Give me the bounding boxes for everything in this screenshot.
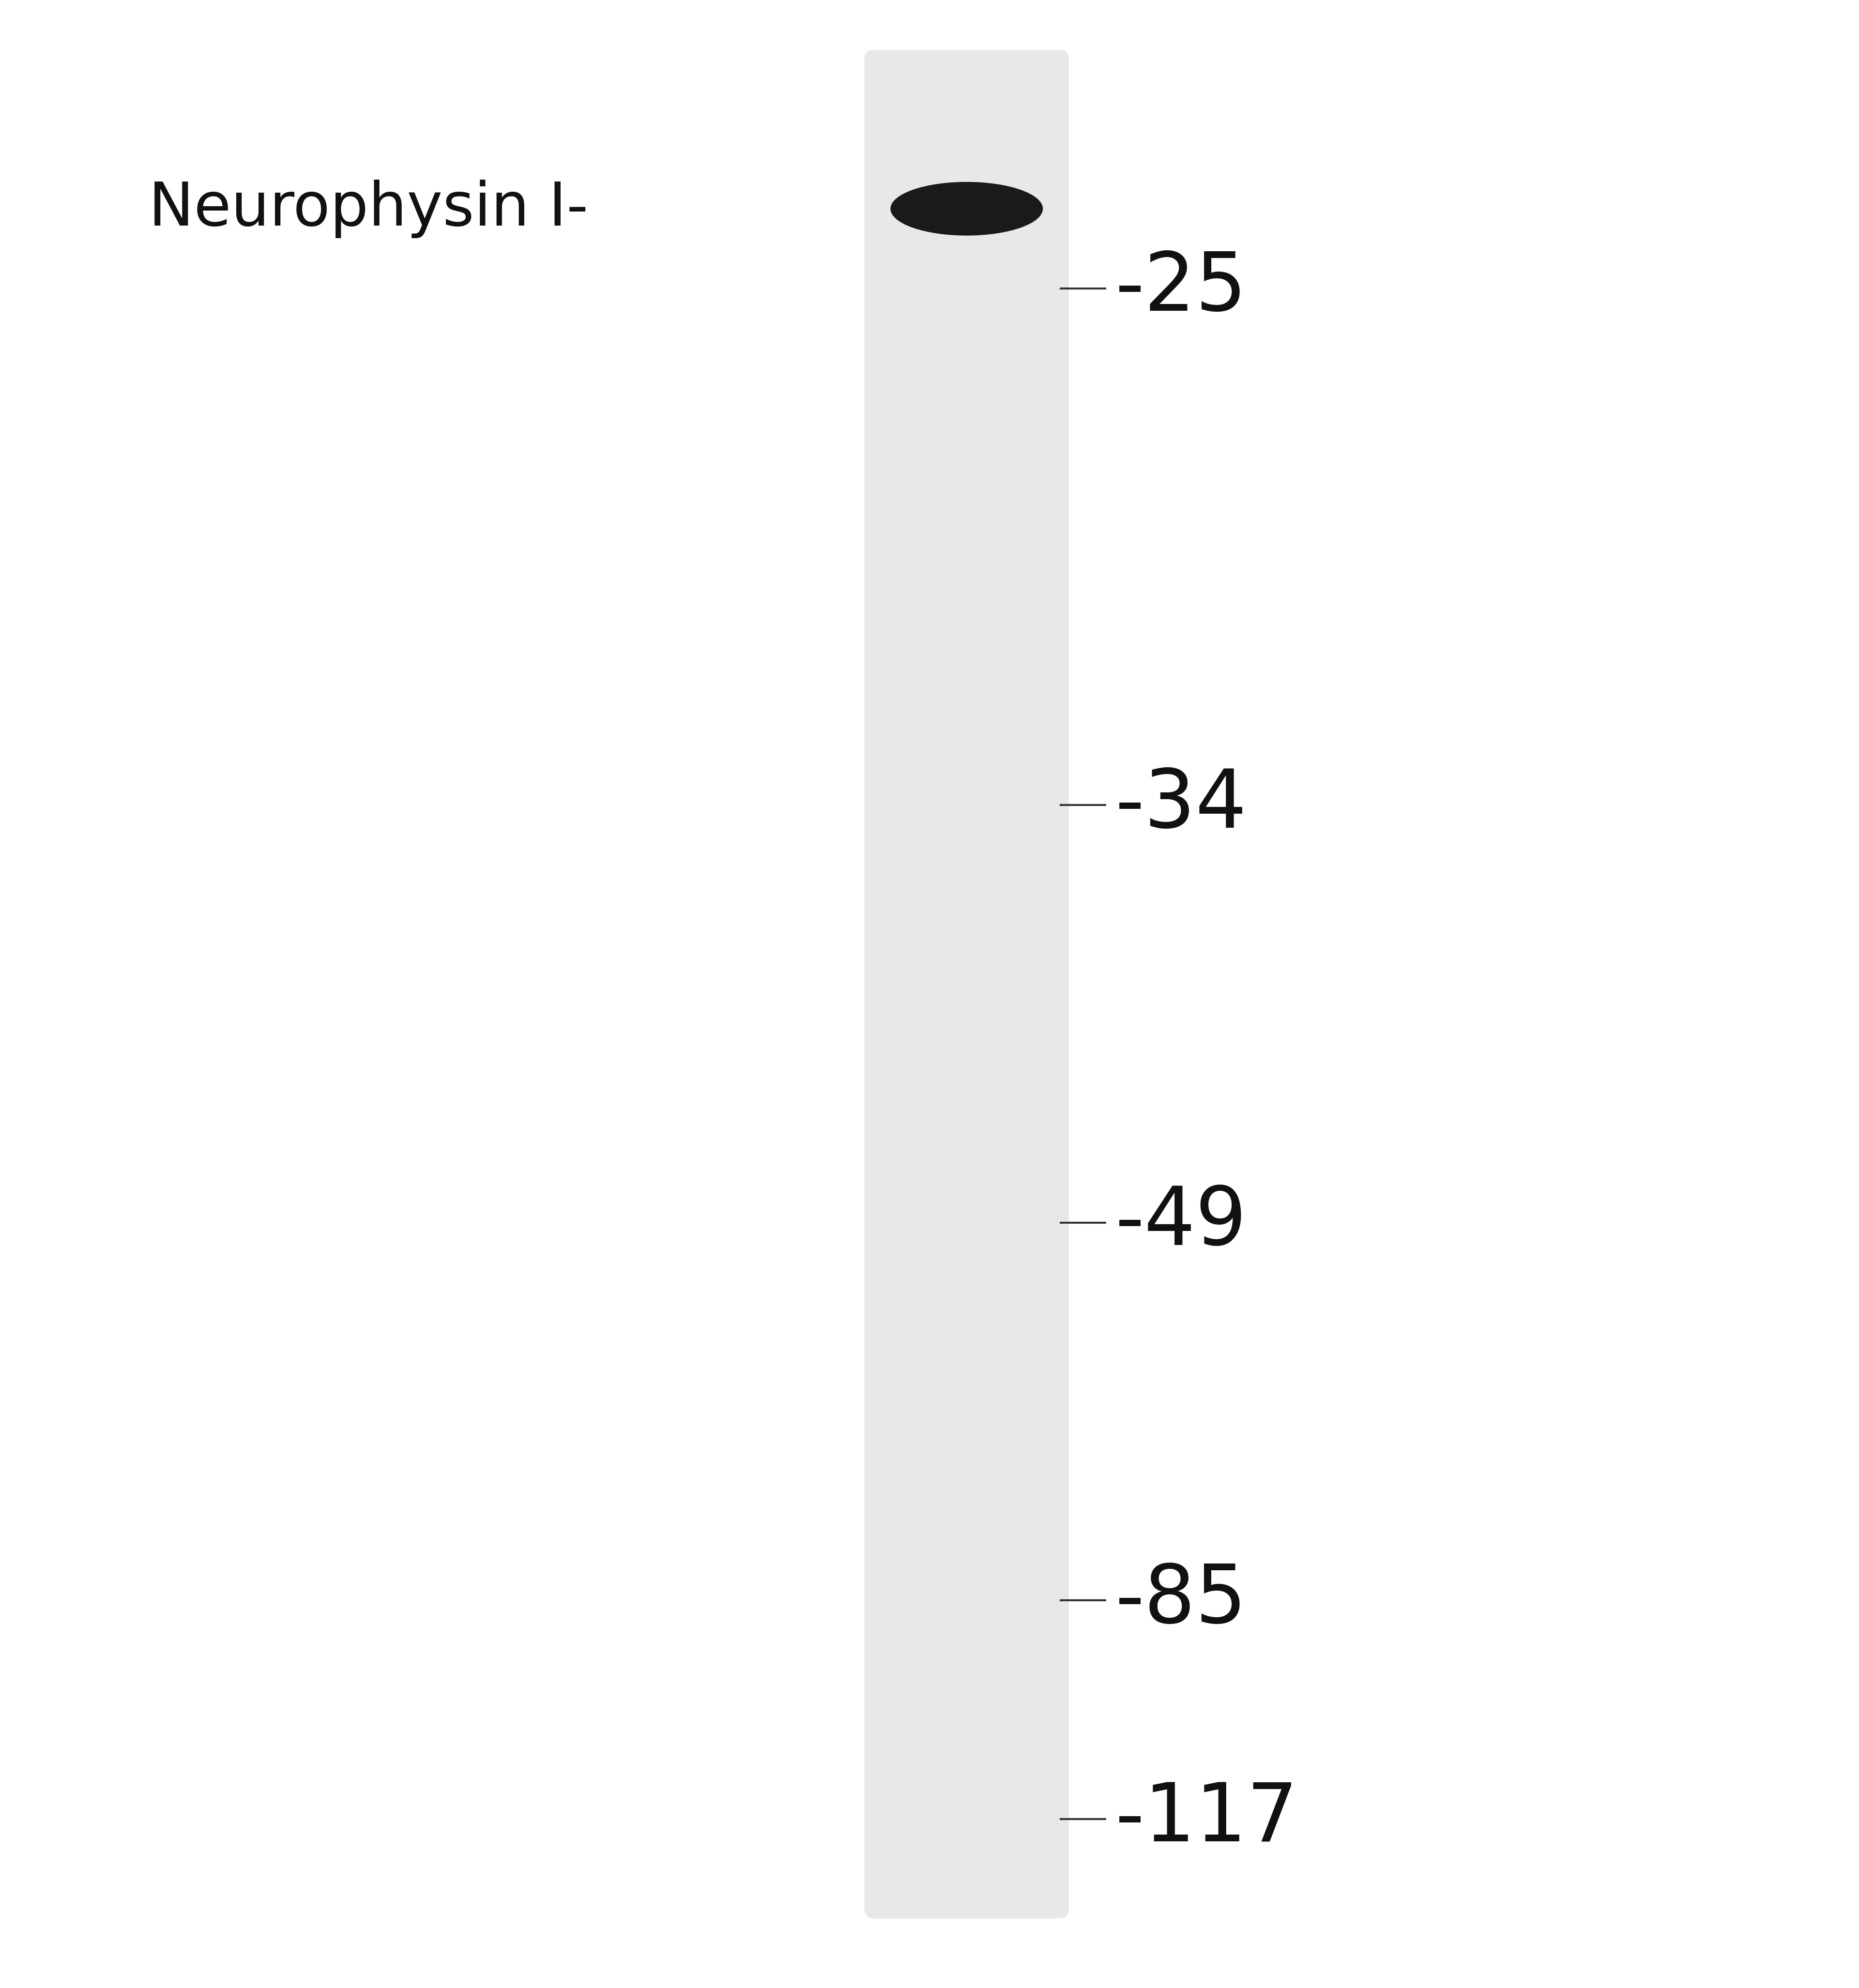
Text: Neurophysin I-: Neurophysin I- — [149, 179, 589, 239]
Text: -49: -49 — [1115, 1183, 1247, 1262]
Text: -85: -85 — [1115, 1561, 1247, 1640]
Text: -117: -117 — [1115, 1779, 1298, 1859]
FancyBboxPatch shape — [864, 50, 1069, 1918]
Text: -25: -25 — [1115, 248, 1247, 328]
Ellipse shape — [890, 183, 1043, 237]
Text: -34: -34 — [1115, 765, 1247, 845]
